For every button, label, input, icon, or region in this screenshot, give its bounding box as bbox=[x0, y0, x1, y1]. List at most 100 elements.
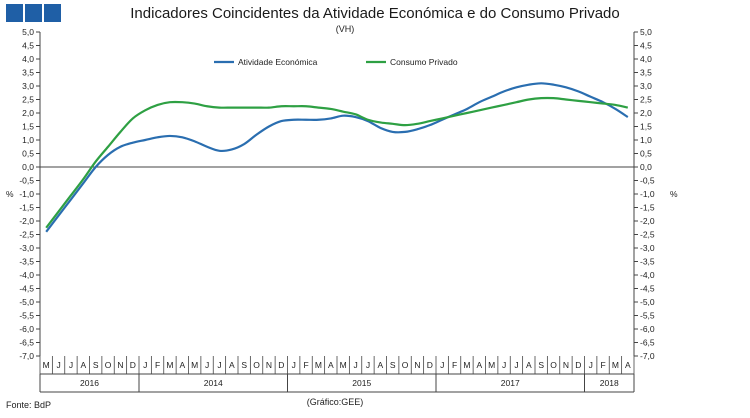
y-tick-label-right: 0,5 bbox=[640, 149, 652, 159]
y-tick-label-right: -3,5 bbox=[640, 257, 655, 267]
y-tick-label-left: 3,5 bbox=[22, 68, 34, 78]
y-tick-label-right: -6,0 bbox=[640, 324, 655, 334]
y-tick-label-right: 2,0 bbox=[640, 108, 652, 118]
month-label: O bbox=[105, 360, 112, 370]
y-axis-label-left: % bbox=[6, 189, 14, 199]
logo-block-3 bbox=[44, 4, 61, 22]
y-tick-label-right: -5,0 bbox=[640, 297, 655, 307]
y-tick-label-left: 1,0 bbox=[22, 135, 34, 145]
month-label: A bbox=[328, 360, 334, 370]
month-label: F bbox=[600, 360, 605, 370]
month-label: D bbox=[278, 360, 284, 370]
month-label: F bbox=[452, 360, 457, 370]
month-label: D bbox=[575, 360, 581, 370]
month-label: A bbox=[80, 360, 86, 370]
y-tick-label-left: 1,5 bbox=[22, 122, 34, 132]
y-tick-label-left: -2,0 bbox=[19, 216, 34, 226]
month-label: J bbox=[69, 360, 73, 370]
y-tick-label-right: 4,5 bbox=[640, 41, 652, 51]
month-label: M bbox=[166, 360, 173, 370]
y-tick-label-right: 1,0 bbox=[640, 135, 652, 145]
y-tick-label-right: 2,5 bbox=[640, 95, 652, 105]
y-tick-label-left: -1,5 bbox=[19, 203, 34, 213]
month-label: J bbox=[502, 360, 506, 370]
month-label: M bbox=[463, 360, 470, 370]
y-tick-label-right: -6,5 bbox=[640, 338, 655, 348]
y-tick-label-left: 0,0 bbox=[22, 162, 34, 172]
legend-label-consumo-privado: Consumo Privado bbox=[390, 57, 458, 67]
y-tick-label-left: -3,5 bbox=[19, 257, 34, 267]
month-label: A bbox=[179, 360, 185, 370]
y-tick-label-left: -7,0 bbox=[19, 351, 34, 361]
month-label: N bbox=[266, 360, 272, 370]
month-label: J bbox=[56, 360, 60, 370]
month-label: D bbox=[427, 360, 433, 370]
month-label: S bbox=[93, 360, 99, 370]
month-label: O bbox=[550, 360, 557, 370]
y-tick-label-left: 2,0 bbox=[22, 108, 34, 118]
source-note: Fonte: BdP bbox=[6, 400, 52, 410]
month-label: M bbox=[488, 360, 495, 370]
y-tick-label-right: 1,5 bbox=[640, 122, 652, 132]
month-label: N bbox=[563, 360, 569, 370]
month-label: J bbox=[292, 360, 296, 370]
month-label: S bbox=[538, 360, 544, 370]
month-label: D bbox=[130, 360, 136, 370]
y-tick-label-right: 5,0 bbox=[640, 27, 652, 37]
y-tick-label-left: 2,5 bbox=[22, 95, 34, 105]
y-tick-label-right: -5,5 bbox=[640, 311, 655, 321]
month-label: J bbox=[353, 360, 357, 370]
y-tick-label-left: 4,5 bbox=[22, 41, 34, 51]
month-label: N bbox=[414, 360, 420, 370]
month-label: M bbox=[315, 360, 322, 370]
month-label: J bbox=[205, 360, 209, 370]
y-tick-label-left: -6,5 bbox=[19, 338, 34, 348]
month-label: J bbox=[143, 360, 147, 370]
logo-block-1 bbox=[6, 4, 23, 22]
y-tick-label-left: 0,5 bbox=[22, 149, 34, 159]
month-label: A bbox=[377, 360, 383, 370]
y-tick-label-left: 3,0 bbox=[22, 81, 34, 91]
y-tick-label-right: -2,5 bbox=[640, 230, 655, 240]
y-tick-label-right: 3,5 bbox=[640, 68, 652, 78]
y-tick-label-right: -0,5 bbox=[640, 176, 655, 186]
y-tick-label-right: 0,0 bbox=[640, 162, 652, 172]
month-label: J bbox=[366, 360, 370, 370]
legend-label-atividade-economica: Atividade Económica bbox=[238, 57, 318, 67]
y-tick-label-left: -6,0 bbox=[19, 324, 34, 334]
y-axis-label-right: % bbox=[670, 189, 678, 199]
y-tick-label-left: -5,5 bbox=[19, 311, 34, 321]
chart-title: Indicadores Coincidentes da Atividade Ec… bbox=[130, 5, 620, 22]
month-label: J bbox=[589, 360, 593, 370]
year-label: 2016 bbox=[80, 378, 99, 388]
y-tick-label-right: -1,0 bbox=[640, 189, 655, 199]
month-label: A bbox=[476, 360, 482, 370]
y-tick-label-right: -3,0 bbox=[640, 243, 655, 253]
y-tick-label-right: 3,0 bbox=[640, 81, 652, 91]
y-tick-label-right: -1,5 bbox=[640, 203, 655, 213]
month-label: S bbox=[241, 360, 247, 370]
month-label: M bbox=[340, 360, 347, 370]
y-tick-label-left: -4,5 bbox=[19, 284, 34, 294]
chart-credit: (Gráfico:GEE) bbox=[306, 397, 364, 407]
month-label: S bbox=[390, 360, 396, 370]
month-label: M bbox=[191, 360, 198, 370]
y-tick-label-left: -2,5 bbox=[19, 230, 34, 240]
month-label: F bbox=[155, 360, 160, 370]
y-tick-label-left: -0,5 bbox=[19, 176, 34, 186]
year-label: 2018 bbox=[600, 378, 619, 388]
y-tick-label-left: -3,0 bbox=[19, 243, 34, 253]
month-label: J bbox=[217, 360, 221, 370]
y-tick-label-left: 5,0 bbox=[22, 27, 34, 37]
y-tick-label-right: -4,5 bbox=[640, 284, 655, 294]
chart-subtitle: (VH) bbox=[335, 24, 355, 34]
month-label: M bbox=[612, 360, 619, 370]
y-tick-label-left: 4,0 bbox=[22, 54, 34, 64]
month-label: N bbox=[117, 360, 123, 370]
month-label: A bbox=[229, 360, 235, 370]
y-tick-label-right: -2,0 bbox=[640, 216, 655, 226]
y-tick-label-right: -4,0 bbox=[640, 270, 655, 280]
month-label: O bbox=[402, 360, 409, 370]
year-label: 2017 bbox=[501, 378, 520, 388]
